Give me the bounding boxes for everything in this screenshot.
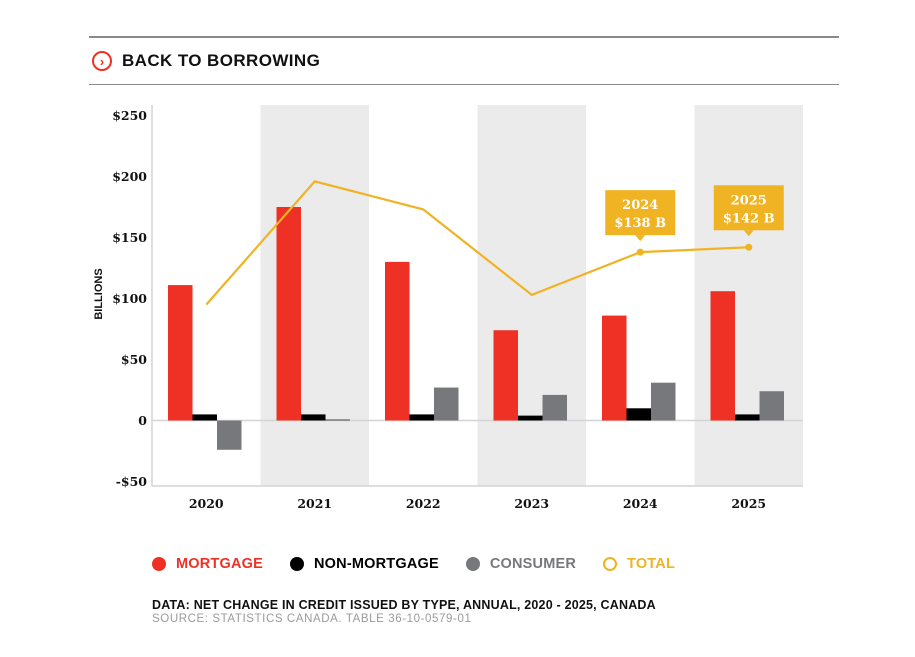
bar-non-mortgage-2021 (301, 414, 326, 421)
callout-box-2024 (605, 190, 676, 236)
bar-consumer-2024 (651, 382, 676, 421)
x-tick-label: 2022 (406, 496, 441, 511)
bar-non-mortgage-2024 (626, 408, 651, 421)
legend-swatch-consumer (465, 557, 480, 571)
callout-value-2025: $142 B (723, 211, 775, 226)
y-tick-label: $250 (112, 108, 147, 123)
callout-value-2024: $138 B (614, 216, 666, 231)
callout-year-2024: 2024 (622, 198, 658, 213)
legend-swatch-total (603, 557, 618, 571)
line-total (205, 180, 749, 306)
bar-non-mortgage-2023 (518, 415, 543, 421)
legend-label-consumer: CONSUMER (489, 556, 577, 572)
legend-label-mortgage: MORTGAGE (176, 556, 263, 572)
bar-mortgage-2022 (385, 261, 410, 421)
y-tick-label: 0 (138, 413, 147, 428)
legend-item-total: TOTAL (603, 556, 675, 572)
legend-label-non-mortgage: NON-MORTGAGE (314, 556, 439, 572)
legend: MORTGAGE NON-MORTGAGE CONSUMER TOTAL (152, 556, 702, 572)
x-tick-label: 2024 (623, 496, 658, 511)
y-tick-label: $150 (112, 230, 147, 245)
bar-non-mortgage-2020 (192, 414, 217, 421)
chart-title: BACK TO BORROWING (122, 51, 321, 70)
bar-consumer-2025 (759, 391, 784, 421)
header-rule (89, 84, 839, 85)
legend-item-mortgage: MORTGAGE (152, 556, 263, 572)
callout-pointer-2025 (743, 230, 754, 237)
legend-swatch-mortgage (152, 557, 166, 571)
x-tick-label: 2021 (297, 496, 332, 511)
y-axis-label: BILLIONS (93, 268, 105, 319)
chart-header: › BACK TO BORROWING (92, 48, 320, 74)
y-tick-label: -$50 (116, 474, 148, 489)
chevron-right-circle-icon: › (92, 51, 112, 71)
top-rule (89, 36, 839, 38)
chart-svg: 2024 $138 B 2025 $142 B -$50 0 $50 $100 $150 $20… (93, 105, 803, 511)
bar-consumer-2020 (217, 420, 242, 450)
y-tick-label: $200 (112, 169, 147, 184)
bar-mortgage-2023 (493, 330, 518, 421)
point-marker-2024 (636, 248, 644, 256)
bar-mortgage-2024 (602, 315, 627, 421)
footer: DATA: NET CHANGE IN CREDIT ISSUED BY TYP… (152, 598, 656, 625)
legend-item-non-mortgage: NON-MORTGAGE (290, 556, 439, 572)
x-tick-label: 2023 (514, 496, 549, 511)
x-tick-label: 2025 (731, 496, 766, 511)
y-tick-label: $100 (112, 291, 147, 306)
data-note: DATA: NET CHANGE IN CREDIT ISSUED BY TYP… (152, 598, 656, 612)
bar-mortgage-2025 (710, 291, 735, 421)
x-tick-label: 2020 (189, 496, 224, 511)
bar-consumer-2021 (325, 419, 350, 421)
point-marker-2025 (745, 243, 753, 251)
callout-year-2025: 2025 (731, 193, 767, 208)
legend-swatch-non-mortgage (290, 557, 304, 571)
bar-non-mortgage-2025 (735, 414, 760, 421)
callout-pointer-2024 (635, 235, 646, 242)
y-tick-label: $50 (121, 352, 147, 367)
bar-non-mortgage-2022 (409, 414, 434, 421)
legend-label-total: TOTAL (627, 556, 676, 572)
bar-mortgage-2021 (276, 207, 301, 421)
callout-box-2025 (713, 185, 784, 231)
bar-consumer-2022 (434, 387, 459, 421)
bar-consumer-2023 (542, 394, 567, 421)
source-note: SOURCE: STATISTICS CANADA. TABLE 36-10-0… (152, 613, 472, 625)
bar-mortgage-2020 (168, 285, 193, 421)
legend-item-consumer: CONSUMER (465, 556, 577, 572)
